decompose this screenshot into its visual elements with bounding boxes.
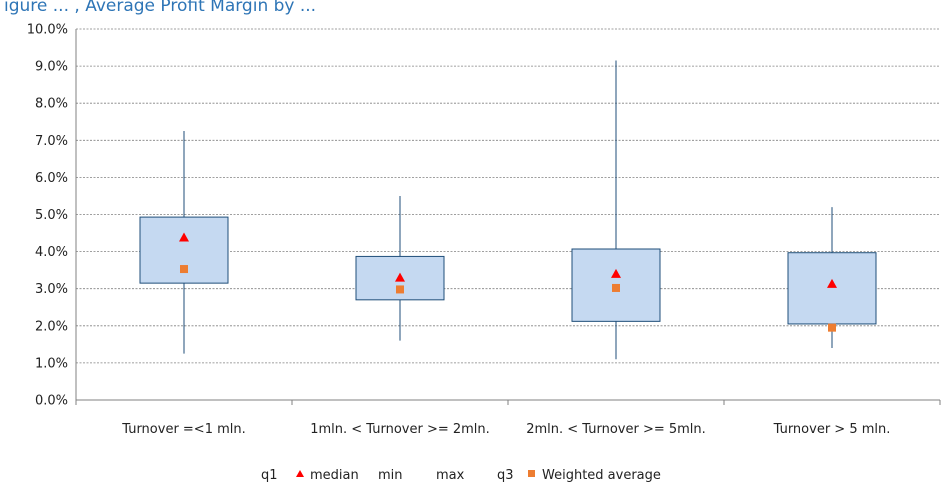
legend-label: max	[436, 468, 465, 483]
legend-label: median	[310, 468, 359, 483]
y-tick-label: 2.0%	[35, 319, 68, 334]
box-4	[787, 207, 877, 349]
y-tick-label: 10.0%	[27, 23, 68, 38]
category-label: 1mln. < Turnover >= 2mln.	[310, 422, 490, 437]
box-series	[139, 60, 877, 360]
category-label: 2mln. < Turnover >= 5mln.	[526, 422, 706, 437]
legend-label: min	[378, 468, 403, 483]
weighted-average-marker	[612, 283, 620, 292]
y-tick-label: 4.0%	[35, 245, 68, 260]
y-tick-label: 6.0%	[35, 171, 68, 186]
median-marker	[395, 272, 405, 282]
y-tick-label: 7.0%	[35, 134, 68, 149]
y-tick-label: 0.0%	[35, 394, 68, 409]
legend-item: min	[378, 468, 403, 483]
legend-label: q3	[497, 468, 514, 483]
interquartile-box	[787, 252, 877, 325]
legend: q1 median min max q3 Weighted average	[261, 468, 661, 483]
legend-marker-square	[528, 470, 535, 477]
legend-item: q3	[497, 468, 514, 483]
median-marker	[179, 232, 189, 242]
legend-label: q1	[261, 468, 278, 483]
y-tick-label: 1.0%	[35, 356, 68, 371]
y-axis-tick-labels: 0.0% 1.0% 2.0% 3.0% 4.0% 5.0% 6.0% 7.0% 8.0% 9.0%…	[27, 23, 68, 409]
median-marker	[611, 268, 621, 278]
median-marker	[827, 278, 837, 288]
chart-header-fragment: igure ... , Average Profit Margin by ...	[4, 0, 316, 16]
y-tick-label: 5.0%	[35, 208, 68, 223]
box-1	[139, 131, 229, 354]
category-label: Turnover > 5 mln.	[773, 422, 891, 437]
x-axis-category-labels: Turnover =<1 mln. 1mln. < Turnover >= 2ml…	[121, 422, 890, 437]
box-2	[355, 195, 445, 341]
interquartile-box	[139, 216, 229, 284]
axes	[75, 29, 941, 405]
weighted-average-marker	[396, 285, 404, 294]
legend-label: Weighted average	[542, 468, 661, 483]
box-3	[571, 60, 661, 360]
legend-marker-triangle	[296, 470, 304, 477]
legend-item: median	[296, 468, 359, 483]
y-tick-label: 3.0%	[35, 282, 68, 297]
weighted-average-marker	[180, 265, 188, 274]
legend-item: q1	[261, 468, 278, 483]
y-tick-label: 9.0%	[35, 60, 68, 75]
category-label: Turnover =<1 mln.	[121, 422, 246, 437]
legend-item: Weighted average	[528, 468, 661, 483]
legend-item: max	[436, 468, 465, 483]
weighted-average-marker	[828, 323, 836, 332]
y-tick-label: 8.0%	[35, 97, 68, 112]
